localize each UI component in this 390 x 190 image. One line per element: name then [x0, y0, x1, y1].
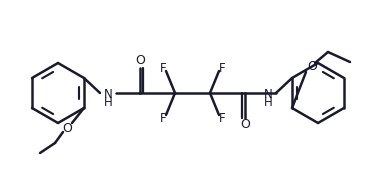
- Text: O: O: [62, 121, 72, 135]
- Text: N: N: [264, 89, 272, 101]
- Text: N: N: [104, 89, 112, 101]
- Text: H: H: [104, 96, 112, 108]
- Text: O: O: [135, 55, 145, 67]
- Text: F: F: [219, 62, 225, 74]
- Text: H: H: [264, 96, 272, 108]
- Text: F: F: [160, 112, 166, 124]
- Text: O: O: [240, 119, 250, 131]
- Text: O: O: [307, 59, 317, 73]
- Text: F: F: [219, 112, 225, 124]
- Text: F: F: [160, 62, 166, 74]
